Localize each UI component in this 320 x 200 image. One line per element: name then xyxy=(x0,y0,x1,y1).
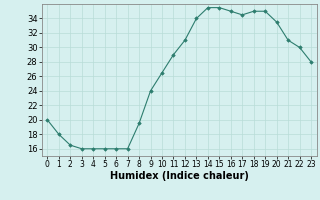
X-axis label: Humidex (Indice chaleur): Humidex (Indice chaleur) xyxy=(110,171,249,181)
